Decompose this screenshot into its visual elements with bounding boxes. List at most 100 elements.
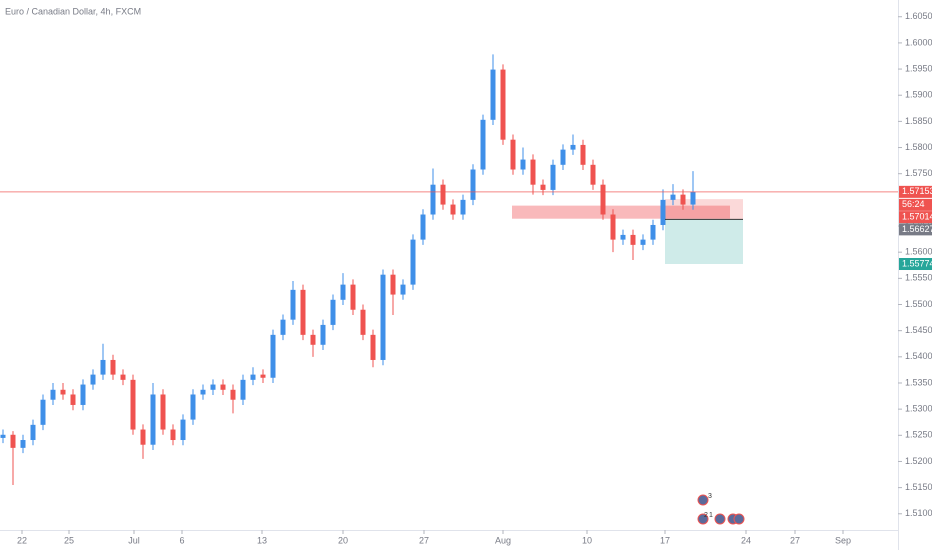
candle-body	[460, 199, 466, 215]
candle-body	[520, 159, 526, 170]
candle-body	[600, 184, 606, 215]
y-tick-label: 1.59000	[905, 90, 932, 100]
candle-body	[390, 274, 396, 295]
candle-body	[660, 199, 666, 225]
candle-body	[690, 192, 696, 205]
candle-body	[360, 309, 366, 335]
candle-body	[550, 164, 556, 190]
candle-body	[80, 384, 86, 405]
stop-area	[665, 199, 743, 220]
candle-body	[540, 184, 546, 190]
candle-body	[230, 389, 236, 400]
price-label: 1.55774	[902, 258, 932, 268]
candle-body	[590, 164, 596, 185]
price-label: 1.57153	[902, 186, 932, 196]
x-tick-label: 27	[790, 535, 800, 545]
candle-body	[430, 184, 436, 215]
chart-title: Euro / Canadian Dollar, 4h, FXCM	[5, 6, 141, 16]
y-tick-label: 1.55500	[905, 273, 932, 283]
y-tick-label: 1.53500	[905, 377, 932, 387]
candle-body	[210, 384, 216, 390]
candle-body	[90, 374, 96, 385]
candle-body	[450, 204, 456, 215]
candle-body	[680, 194, 686, 205]
y-tick-label: 1.51000	[905, 508, 932, 518]
y-tick-label: 1.53000	[905, 404, 932, 414]
candle-body	[240, 379, 246, 400]
candle-body	[410, 239, 416, 285]
candle-body	[180, 419, 186, 441]
y-tick-label: 1.60500	[905, 11, 932, 21]
candle-body	[130, 379, 136, 430]
y-tick-label: 1.52000	[905, 456, 932, 466]
candle-body	[670, 194, 676, 200]
price-label: 1.56627	[902, 224, 932, 234]
candle-body	[120, 374, 126, 380]
y-tick-label: 1.56000	[905, 247, 932, 257]
y-tick-label: 1.60000	[905, 37, 932, 47]
candle-body	[340, 284, 346, 300]
y-tick-label: 1.59500	[905, 63, 932, 73]
event-label: 2	[704, 512, 708, 519]
x-tick-label: 25	[64, 535, 74, 545]
countdown-bg	[899, 198, 932, 211]
candle-body	[640, 239, 646, 245]
y-tick-label: 1.54500	[905, 325, 932, 335]
candle-body	[30, 424, 36, 441]
price-label-bg	[899, 185, 932, 198]
y-tick-label: 1.55000	[905, 299, 932, 309]
y-tick-label: 1.52500	[905, 430, 932, 440]
x-tick-label: 27	[419, 535, 429, 545]
event-label: 1	[709, 512, 713, 519]
price-label-bg	[899, 211, 932, 224]
candle-body	[530, 159, 536, 185]
event-icon	[714, 513, 726, 525]
candle-body	[350, 284, 356, 310]
x-tick-label: 24	[741, 535, 751, 545]
x-tick-label: Jul	[128, 535, 140, 545]
candle-body	[50, 389, 56, 400]
candle-body	[610, 214, 616, 240]
candle-body	[310, 334, 316, 345]
x-tick-label: 22	[17, 535, 27, 545]
x-tick-label: Sep	[835, 535, 851, 545]
candle-body	[300, 289, 306, 335]
y-tick-label: 1.58000	[905, 142, 932, 152]
candle-body	[490, 69, 496, 120]
candle-body	[260, 374, 266, 378]
candle-body	[620, 234, 626, 240]
candle-body	[250, 374, 256, 380]
candle-body	[10, 434, 16, 448]
target-area	[665, 219, 743, 265]
candle-body	[0, 434, 6, 438]
candle-body	[110, 359, 116, 375]
candle-body	[510, 139, 516, 170]
candle-body	[270, 334, 276, 378]
candle-body	[580, 144, 586, 165]
y-tick-label: 1.58500	[905, 116, 932, 126]
candle-body	[400, 284, 406, 295]
x-tick-label: Aug	[495, 535, 511, 545]
candle-body	[420, 214, 426, 240]
candle-body	[190, 394, 196, 420]
x-tick-label: 10	[582, 535, 592, 545]
candle-body	[70, 394, 76, 405]
event-label: 3	[708, 493, 712, 500]
candle-body	[560, 149, 566, 165]
candle-body	[370, 334, 376, 360]
candle-body	[140, 429, 146, 445]
x-tick-label: 17	[660, 535, 670, 545]
candle-body	[650, 224, 656, 240]
y-tick-label: 1.57500	[905, 168, 932, 178]
candle-body	[160, 394, 166, 430]
candle-body	[320, 324, 326, 345]
candle-body	[220, 384, 226, 390]
candle-body	[60, 389, 66, 395]
x-tick-label: 6	[179, 535, 184, 545]
price-label: 1.57014	[902, 212, 932, 222]
candle-body	[330, 299, 336, 325]
candle-body	[170, 429, 176, 441]
y-tick-label: 1.51500	[905, 482, 932, 492]
